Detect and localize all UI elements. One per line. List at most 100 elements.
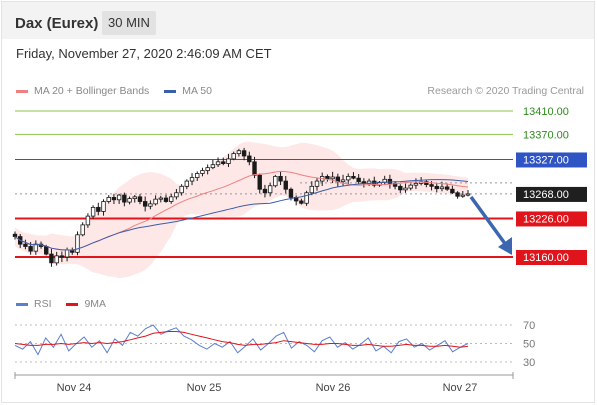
- candle-body: [174, 192, 179, 198]
- candle-body: [80, 224, 85, 236]
- rsi-legend: RSI 9MA: [16, 298, 106, 310]
- legend-rsi-swatch: [16, 302, 28, 306]
- candle-body: [403, 187, 408, 191]
- candle-body: [210, 164, 216, 169]
- candle-body: [398, 185, 403, 191]
- candle-body: [205, 167, 210, 171]
- candle-body: [64, 249, 70, 258]
- candle-body: [59, 255, 65, 258]
- candle-body: [200, 170, 205, 174]
- legend-ma50-swatch: [164, 89, 177, 93]
- instrument-title: Dax (Eurex): [15, 15, 99, 32]
- candle-body: [231, 153, 236, 160]
- price-legend: MA 20 + Bollinger Bands MA 50: [16, 85, 212, 97]
- candle-body: [314, 180, 320, 187]
- candle-body: [96, 206, 101, 212]
- legend-ma50: MA 50: [164, 85, 212, 97]
- candle-body: [85, 215, 91, 226]
- level-label-box-13268.00: [516, 186, 587, 202]
- candle-body: [460, 194, 465, 197]
- x-tick-label-0: Nov 24: [57, 382, 92, 394]
- candle-body: [283, 180, 288, 190]
- timeframe-badge[interactable]: 30 MIN: [102, 11, 156, 35]
- level-label-box-13226.00: [516, 211, 587, 227]
- x-tick-label-2: Nov 26: [316, 382, 351, 394]
- candle-body: [153, 198, 158, 205]
- rsi-tick-50: 50: [523, 339, 535, 351]
- candle-body: [179, 185, 184, 194]
- candle-body: [12, 233, 18, 237]
- candle-body: [299, 200, 304, 204]
- level-label-13410.00: 13410.00: [523, 106, 569, 118]
- candle-body: [90, 206, 96, 217]
- level-label-13327.00: 13327.00: [523, 154, 569, 166]
- candle-body: [439, 186, 445, 190]
- legend-ma20: MA 20 + Bollinger Bands: [16, 85, 149, 97]
- rsi-9ma-line: [14, 331, 469, 348]
- candle-body: [450, 188, 455, 194]
- candle-body: [28, 246, 33, 252]
- candle-body: [325, 176, 330, 180]
- rsi-line: [14, 324, 469, 356]
- legend-9ma: 9MA: [66, 298, 106, 310]
- legend-9ma-label: 9MA: [84, 298, 107, 310]
- candle-body: [195, 173, 200, 178]
- bollinger-band: [15, 141, 468, 279]
- candle-body: [241, 150, 247, 157]
- legend-ma50-label: MA 50: [182, 85, 212, 97]
- candle-body: [49, 253, 54, 264]
- candle-body: [273, 176, 278, 187]
- candle-body: [340, 179, 346, 183]
- level-label-13160.00: 13160.00: [523, 252, 569, 264]
- candle-body: [163, 197, 169, 202]
- candle-body: [132, 196, 137, 200]
- forecast-arrow-head: [498, 237, 512, 255]
- rsi-tick-70: 70: [523, 320, 535, 332]
- candle-body: [413, 183, 419, 186]
- candle-body: [221, 161, 226, 164]
- rsi-tick-30: 30: [523, 357, 535, 369]
- candle-body: [455, 192, 460, 197]
- candle-body: [33, 243, 39, 252]
- candle-body: [356, 177, 361, 183]
- candle-body: [226, 158, 231, 164]
- candle-body: [54, 255, 59, 264]
- credit-text: Research © 2020 Trading Central: [427, 85, 584, 97]
- legend-rsi-label: RSI: [34, 298, 52, 310]
- candle-body: [142, 201, 148, 207]
- candle-body: [465, 193, 471, 196]
- candle-body: [215, 161, 221, 166]
- candle-body: [252, 161, 257, 176]
- candle-body: [247, 155, 252, 163]
- legend-ma20-swatch: [16, 89, 28, 93]
- candle-body: [262, 188, 268, 194]
- level-label-13268.00: 13268.00: [523, 189, 569, 201]
- candle-body: [330, 176, 335, 180]
- chart-datetime: Friday, November 27, 2020 2:46:09 AM CET: [16, 46, 272, 61]
- candle-body: [351, 176, 356, 179]
- level-label-13226.00: 13226.00: [523, 213, 569, 225]
- candle-body: [101, 201, 106, 212]
- candle-body: [23, 243, 28, 247]
- candle-body: [122, 194, 127, 203]
- candle-body: [111, 197, 117, 201]
- candle-body: [304, 192, 309, 204]
- candle-body: [148, 203, 153, 207]
- candle-body: [44, 246, 49, 255]
- level-label-box-13327.00: [516, 152, 587, 168]
- candle-body: [257, 174, 262, 190]
- legend-9ma-swatch: [66, 302, 79, 306]
- candle-body: [429, 184, 434, 187]
- x-tick-label-3: Nov 27: [443, 382, 478, 394]
- level-label-box-13160.00: [516, 250, 587, 265]
- candle-body: [408, 184, 413, 189]
- candle-body: [267, 185, 273, 194]
- legend-ma20-label: MA 20 + Bollinger Bands: [34, 85, 150, 97]
- ma50-line: [14, 179, 469, 251]
- candle-body: [424, 181, 429, 185]
- candle-body: [288, 188, 294, 198]
- candle-body: [116, 194, 122, 201]
- x-tick-label-1: Nov 25: [187, 382, 222, 394]
- candle-body: [158, 197, 163, 200]
